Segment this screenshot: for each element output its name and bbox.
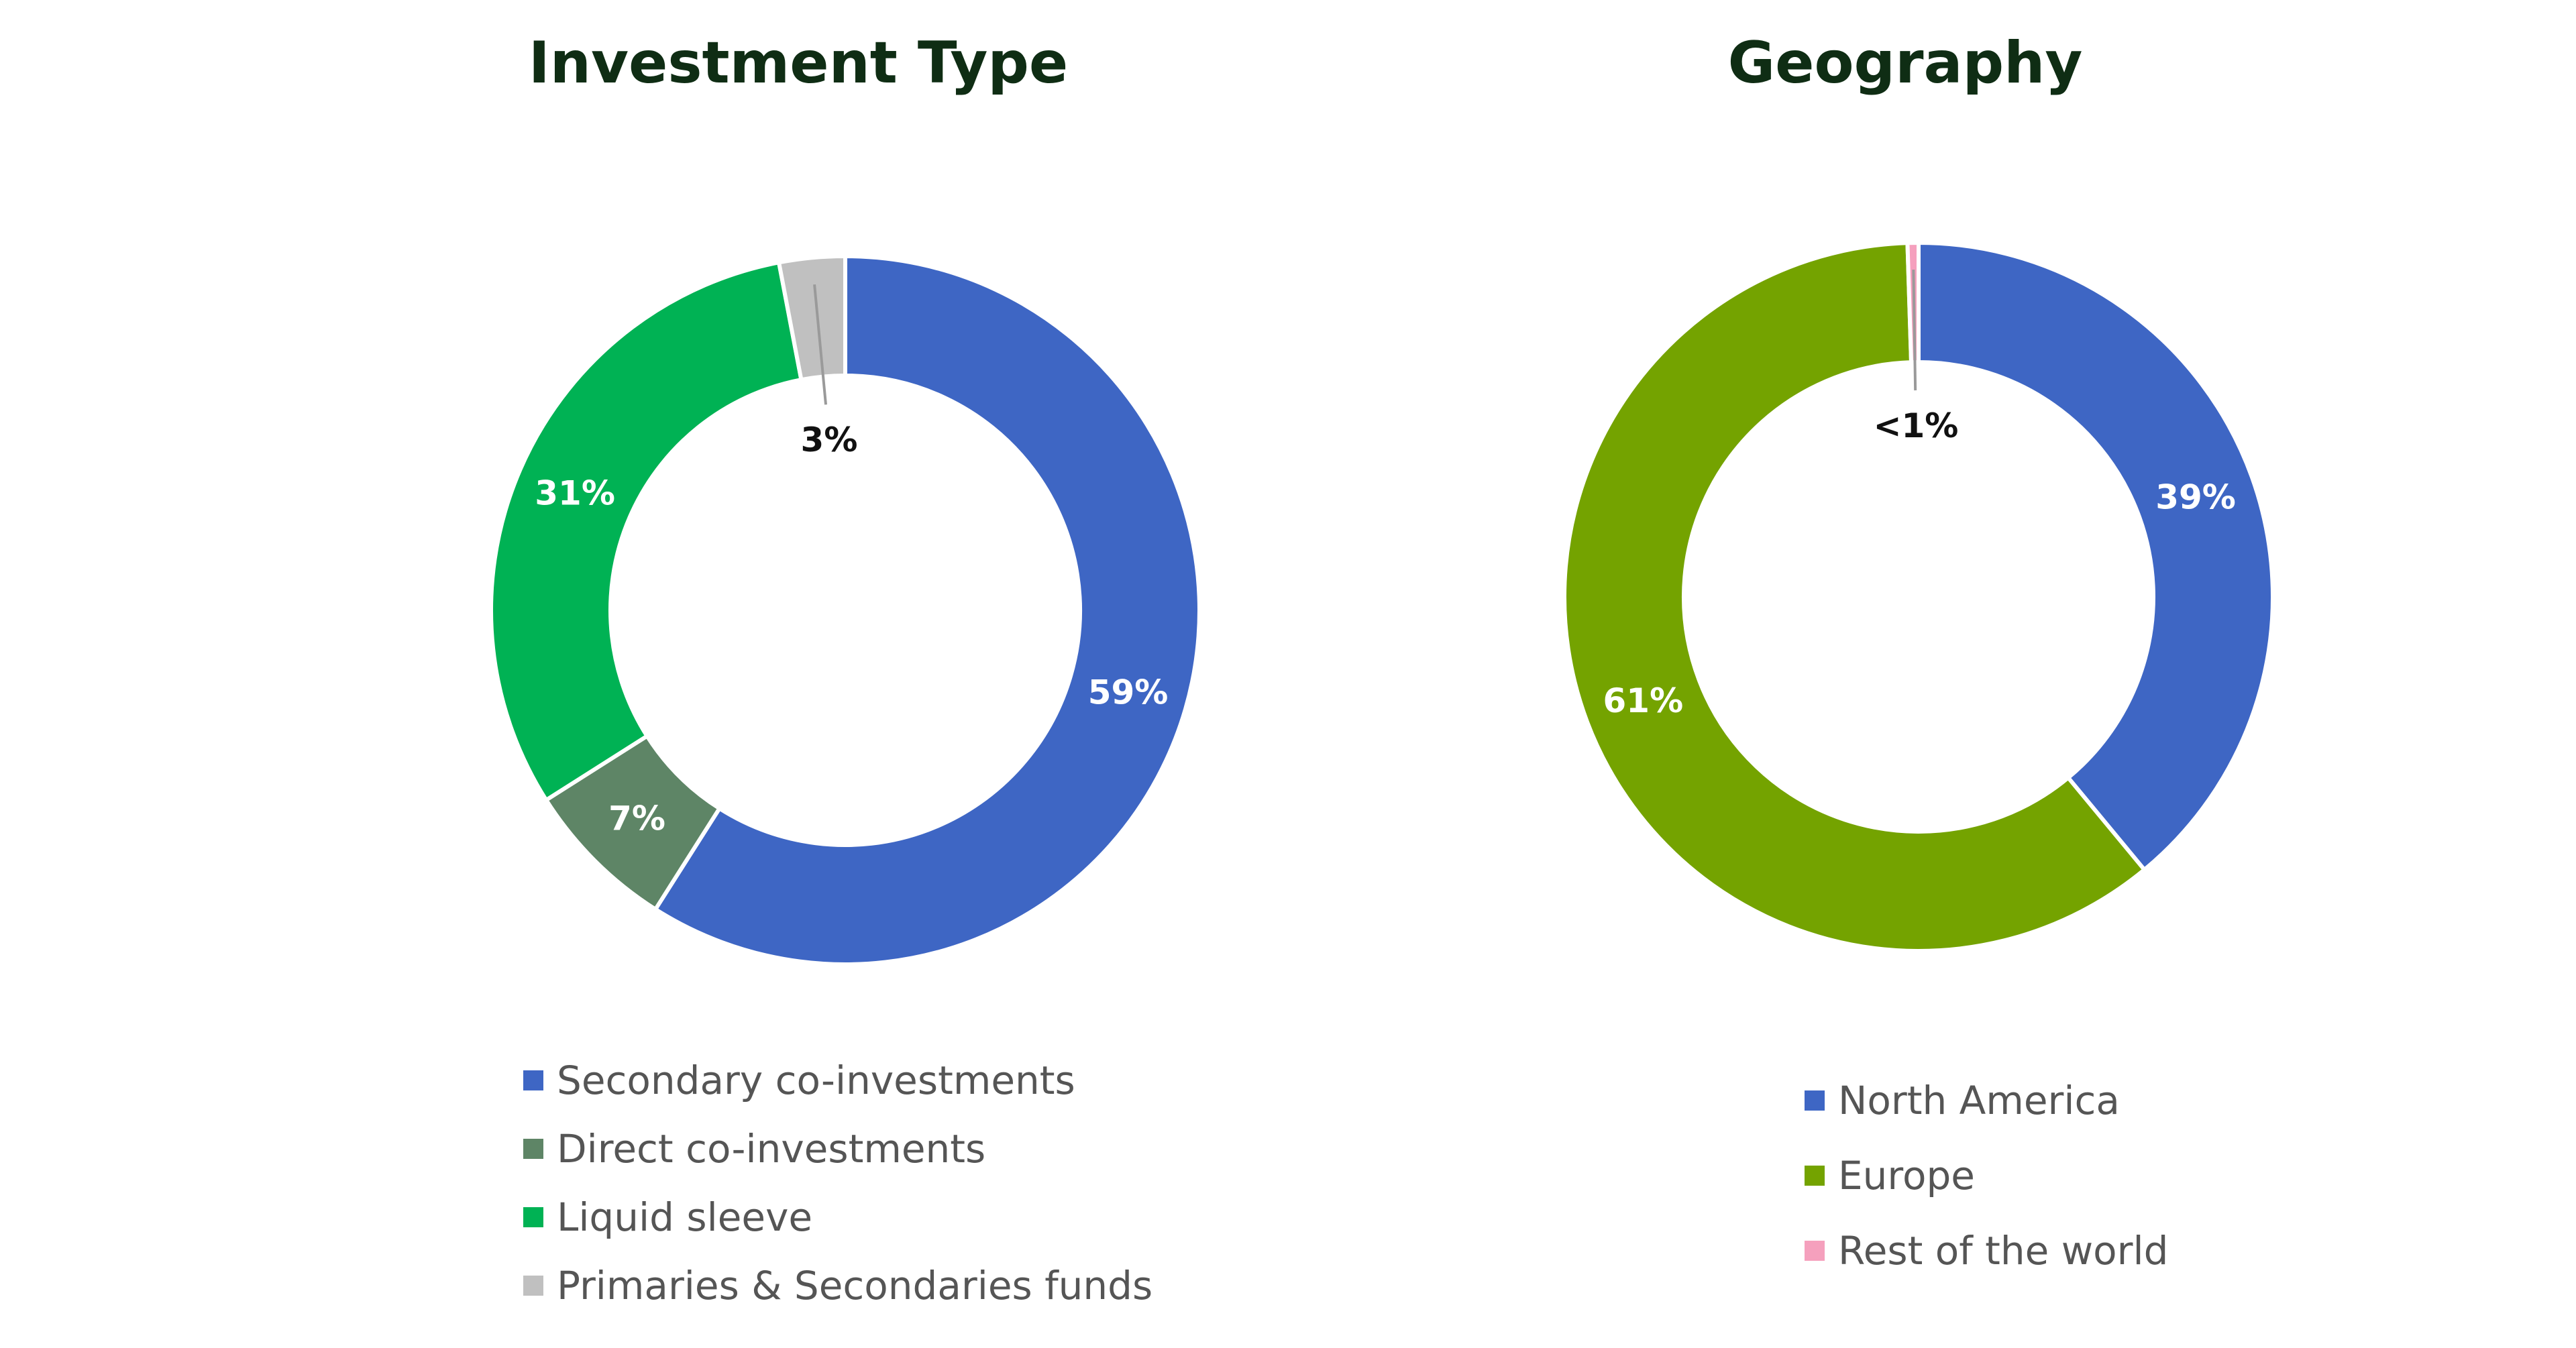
legend-item: Europe bbox=[1805, 1138, 2168, 1213]
legend-item: North America bbox=[1805, 1063, 2168, 1138]
legend-swatch bbox=[1805, 1166, 1825, 1186]
investment-type-donut: 59% 7% 31% 3% bbox=[489, 254, 1201, 966]
slice-north-america bbox=[1917, 240, 2275, 873]
legend-item: Direct co-investments bbox=[523, 1115, 1152, 1183]
slice-label-liquid-sleeve: 31% bbox=[535, 474, 615, 513]
slice-label-direct-co-investments: 7% bbox=[608, 799, 665, 838]
legend-label: Liquid sleeve bbox=[557, 1194, 813, 1240]
legend-label: Rest of the world bbox=[1838, 1228, 2169, 1274]
legend-label: Secondary co-investments bbox=[557, 1058, 1075, 1103]
legend-item: Rest of the world bbox=[1805, 1213, 2168, 1288]
legend-item: Primaries & Secondaries funds bbox=[523, 1251, 1152, 1320]
legend-label: Direct co-investments bbox=[557, 1126, 986, 1172]
legend-swatch bbox=[1805, 1241, 1825, 1261]
leader-line-rest-of-the-world bbox=[1912, 270, 1917, 391]
legend-label: Primaries & Secondaries funds bbox=[557, 1263, 1153, 1308]
legend-swatch bbox=[523, 1276, 543, 1296]
slice-liquid-sleeve bbox=[489, 260, 804, 803]
investment-type-title: Investment Type bbox=[528, 30, 1069, 97]
slice-primaries-and-secondaries-funds bbox=[776, 254, 847, 382]
legend-item: Liquid sleeve bbox=[523, 1183, 1152, 1251]
geography-title: Geography bbox=[1727, 30, 2083, 97]
slice-label-primaries-and-secondaries-funds: 3% bbox=[801, 420, 858, 459]
geography-legend: North America Europe Rest of the world bbox=[1805, 1063, 2168, 1288]
slice-label-secondary-co-investments: 59% bbox=[1088, 673, 1169, 712]
investment-type-legend: Secondary co-investments Direct co-inves… bbox=[523, 1046, 1152, 1320]
leader-line-primaries-and-secondaries-funds bbox=[813, 284, 828, 405]
legend-label: Europe bbox=[1838, 1153, 1975, 1198]
legend-swatch bbox=[523, 1070, 543, 1090]
slice-label-europe: 61% bbox=[1603, 681, 1683, 720]
slice-label-rest-of-the-world: <1% bbox=[1874, 406, 1959, 445]
legend-item: Secondary co-investments bbox=[523, 1046, 1152, 1115]
slice-secondary-co-investments bbox=[652, 254, 1201, 966]
legend-swatch bbox=[523, 1207, 543, 1227]
slice-europe bbox=[1562, 241, 2147, 953]
slice-label-north-america: 39% bbox=[2155, 478, 2236, 516]
legend-label: North America bbox=[1838, 1078, 2120, 1123]
legend-swatch bbox=[1805, 1090, 1825, 1111]
geography-donut: 39% 61% <1% bbox=[1562, 240, 2275, 953]
legend-swatch bbox=[523, 1139, 543, 1159]
